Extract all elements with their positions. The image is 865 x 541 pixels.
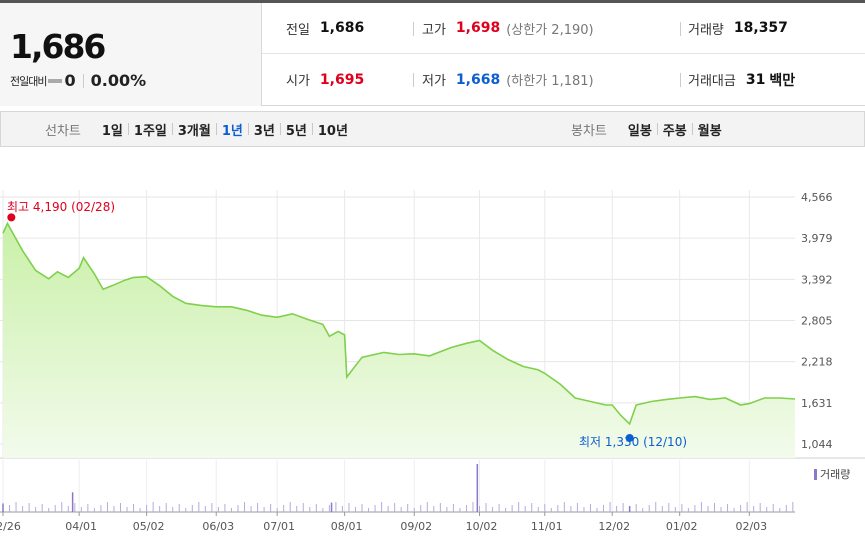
divider bbox=[82, 73, 84, 88]
current-price: 1,686 bbox=[10, 27, 106, 66]
volume-legend-label: 거래량 bbox=[820, 468, 851, 481]
x-tick-label: 12/02 bbox=[598, 520, 630, 533]
volume-cell: 거래량 18,357 bbox=[688, 19, 788, 38]
high-cell: 고가 1,698 (상한가 2,190) bbox=[422, 19, 594, 38]
x-tick-label: 02/26 bbox=[0, 520, 21, 533]
divider bbox=[413, 73, 414, 87]
line-period-tab-0[interactable]: 1일 bbox=[101, 123, 123, 139]
line-period-tab-2[interactable]: 3개월 bbox=[177, 123, 211, 139]
candle-chart-title: 봉차트 bbox=[571, 123, 607, 139]
line-period-tab-5[interactable]: 5년 bbox=[285, 123, 307, 139]
amount-label: 거래대금 bbox=[688, 74, 736, 89]
y-tick-label: 1,044 bbox=[801, 438, 833, 451]
x-tick-label: 10/02 bbox=[466, 520, 498, 533]
price-line bbox=[2, 221, 796, 426]
high-value: 1,698 bbox=[455, 20, 501, 36]
change-row: 전일대비 0 0.00% bbox=[10, 71, 146, 90]
low-cell: 저가 1,668 (하한가 1,181) bbox=[422, 70, 594, 90]
divider bbox=[279, 123, 281, 135]
divider bbox=[171, 123, 173, 135]
volume-legend: 거래량 bbox=[814, 466, 850, 482]
candle-period-tab-0[interactable]: 일봉 bbox=[627, 123, 652, 139]
divider bbox=[691, 123, 693, 135]
line-period-tab-4[interactable]: 3년 bbox=[253, 123, 275, 139]
volume-legend-icon bbox=[814, 468, 817, 480]
upper-limit: (상한가 2,190) bbox=[506, 22, 594, 38]
low-annotation: 최저 1,330 (12/10) bbox=[579, 435, 688, 449]
candle-chart-periods: 봉차트 일봉 주봉 월봉 bbox=[571, 112, 727, 146]
low-marker bbox=[625, 433, 634, 442]
y-tick-label: 3,392 bbox=[801, 273, 833, 286]
change-value: 0 bbox=[64, 71, 76, 90]
x-tick-label: 06/03 bbox=[202, 520, 234, 533]
line-period-tab-6[interactable]: 10년 bbox=[317, 123, 348, 139]
prev-close-cell: 전일 1,686 bbox=[286, 19, 364, 38]
divider bbox=[413, 22, 414, 36]
line-chart-title: 선차트 bbox=[45, 123, 81, 139]
candle-period-tab-2[interactable]: 월봉 bbox=[697, 123, 722, 139]
open-cell: 시가 1,695 bbox=[286, 70, 365, 90]
y-tick-label: 3,979 bbox=[801, 232, 833, 245]
prev-close-value: 1,686 bbox=[319, 20, 365, 36]
x-tick-label: 04/01 bbox=[65, 520, 97, 533]
change-rate: 0.00% bbox=[90, 71, 147, 90]
candle-period-tab-1[interactable]: 주봉 bbox=[662, 123, 687, 139]
divider bbox=[680, 73, 681, 87]
high-marker bbox=[7, 213, 16, 222]
volume-label: 거래량 bbox=[688, 22, 724, 38]
y-tick-label: 1,631 bbox=[801, 397, 833, 410]
divider bbox=[215, 123, 217, 135]
low-value: 1,668 bbox=[455, 71, 501, 88]
x-tick-label: 11/01 bbox=[531, 520, 563, 533]
open-label: 시가 bbox=[286, 74, 310, 89]
x-tick-label: 07/01 bbox=[263, 520, 295, 533]
chart-period-bar: 선차트 1일 1주일 3개월 1년 3년 5년 10년 봉차트 일봉 주봉 월봉 bbox=[0, 111, 865, 147]
high-label: 고가 bbox=[422, 22, 446, 38]
quote-row-1: 전일 1,686 고가 1,698 (상한가 2,190) 거래량 18,357 bbox=[262, 3, 865, 54]
prev-close-label: 전일 bbox=[286, 22, 310, 38]
y-tick-label: 2,805 bbox=[801, 315, 833, 328]
x-tick-label: 05/02 bbox=[133, 520, 165, 533]
divider bbox=[247, 123, 249, 135]
open-value: 1,695 bbox=[319, 71, 365, 88]
line-period-tab-1[interactable]: 1주일 bbox=[133, 123, 167, 139]
x-tick-label: 09/02 bbox=[400, 520, 432, 533]
amount-unit: 백만 bbox=[769, 72, 796, 89]
price-chart: 4,566 3,979 3,392 2,805 2,218 1,631 1,044 02/26… bbox=[0, 150, 865, 541]
x-tick-label: 08/01 bbox=[331, 520, 363, 533]
volume-value: 18,357 bbox=[733, 20, 788, 36]
flat-icon bbox=[48, 78, 63, 83]
quote-row-2: 시가 1,695 저가 1,668 (하한가 1,181) 거래대금 31 백만 bbox=[262, 54, 865, 105]
amount-value: 31 bbox=[745, 71, 766, 88]
x-tick-label: 02/03 bbox=[735, 520, 767, 533]
divider bbox=[127, 123, 129, 135]
lower-limit: (하한가 1,181) bbox=[506, 74, 594, 89]
divider bbox=[656, 123, 658, 135]
low-label: 저가 bbox=[422, 74, 446, 89]
high-annotation: 최고 4,190 (02/28) bbox=[7, 200, 116, 214]
divider bbox=[311, 123, 313, 135]
x-tick-label: 01/02 bbox=[666, 520, 698, 533]
change-label: 전일대비 bbox=[10, 74, 47, 88]
price-panel: 1,686 전일대비 0 0.00% bbox=[0, 3, 262, 106]
quote-summary: 1,686 전일대비 0 0.00% 전일 1,686 고가 1,698 (상한… bbox=[0, 0, 865, 106]
price-area bbox=[3, 223, 795, 458]
divider bbox=[680, 22, 681, 36]
amount-cell: 거래대금 31 백만 bbox=[688, 70, 795, 90]
y-tick-label: 4,566 bbox=[801, 191, 833, 204]
y-tick-label: 2,218 bbox=[801, 356, 833, 369]
price-chart-svg: 4,566 3,979 3,392 2,805 2,218 1,631 1,044 02/26… bbox=[0, 190, 865, 533]
line-period-tab-3[interactable]: 1년 bbox=[221, 123, 243, 139]
line-chart-periods: 선차트 1일 1주일 3개월 1년 3년 5년 10년 bbox=[45, 112, 353, 146]
